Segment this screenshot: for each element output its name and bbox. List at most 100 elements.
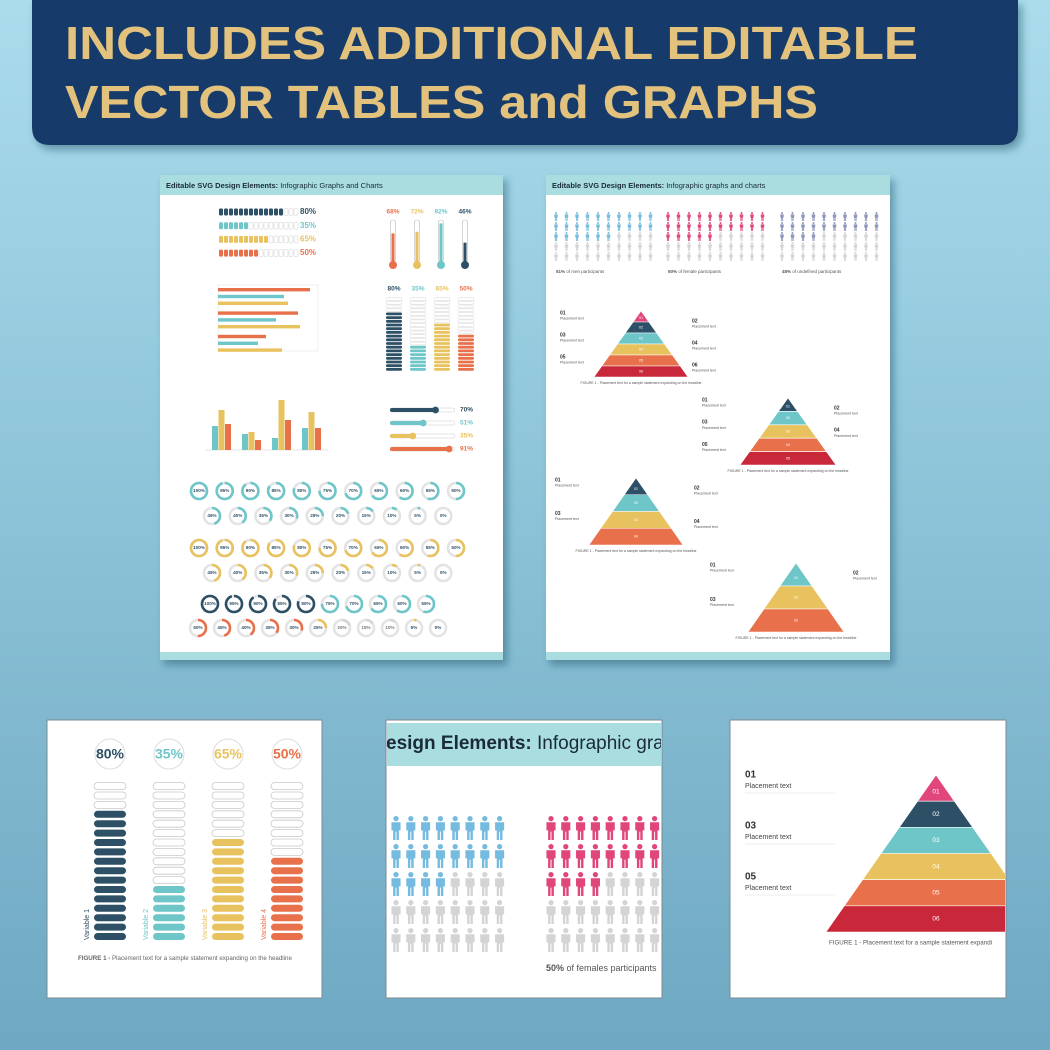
- person-icon: [822, 232, 826, 241]
- column-pill: [153, 895, 185, 903]
- column-pill: [409, 301, 427, 305]
- donut-value: 70%: [349, 601, 358, 606]
- person-icon: [554, 222, 558, 231]
- person-body: [708, 214, 712, 221]
- person-icon: [554, 252, 558, 261]
- progress-pill: [259, 208, 263, 216]
- person-head: [677, 232, 680, 234]
- column-pill: [433, 304, 451, 309]
- column-pill: [94, 895, 126, 903]
- person-icon: [648, 222, 653, 231]
- donut-value: 0%: [440, 513, 447, 518]
- donut-value: 100%: [193, 488, 205, 493]
- person-head: [740, 212, 743, 214]
- person-head: [751, 242, 753, 244]
- person-body: [406, 850, 416, 868]
- column-pill: [94, 829, 126, 837]
- person-head: [482, 928, 488, 934]
- person-icon: [561, 900, 571, 924]
- person-head: [408, 900, 414, 906]
- person-icon: [576, 872, 586, 896]
- chart-bar: [225, 424, 231, 450]
- person-icon: [406, 900, 416, 924]
- person-body: [546, 822, 556, 840]
- person-body: [576, 822, 586, 840]
- person-head: [452, 816, 458, 822]
- progress-pill: [263, 221, 269, 230]
- person-body: [606, 244, 611, 251]
- person-icon: [575, 242, 579, 251]
- thermometer-bulb: [389, 261, 397, 269]
- pyramid-label-num: 02: [694, 485, 700, 491]
- person-body: [627, 254, 632, 261]
- person-body: [822, 254, 826, 261]
- person-icon: [832, 222, 837, 231]
- person-icon: [620, 928, 630, 952]
- person-head: [802, 252, 804, 254]
- person-icon: [635, 816, 645, 840]
- person-icon: [780, 232, 784, 241]
- person-icon: [853, 212, 858, 221]
- donut-value: 80%: [297, 545, 306, 550]
- person-head: [709, 242, 711, 244]
- pyramid-level: 04: [634, 535, 638, 539]
- person-body: [864, 224, 868, 231]
- slider-knob: [419, 419, 427, 427]
- person-head: [452, 872, 458, 878]
- pyramid-level: 01: [794, 576, 798, 580]
- person-head: [719, 212, 722, 214]
- person-head: [467, 928, 473, 934]
- person-body: [729, 244, 733, 251]
- person-head: [781, 222, 783, 224]
- donut-arc: [344, 594, 364, 614]
- person-icon: [790, 232, 795, 241]
- person-icon: [480, 900, 490, 924]
- title: esign Elements: Infographic gra: [386, 733, 664, 754]
- person-icon: [708, 212, 712, 221]
- person-head: [761, 252, 764, 254]
- person-body: [606, 254, 611, 261]
- person-body: [648, 254, 653, 261]
- person-head: [607, 928, 613, 934]
- person-head: [452, 844, 458, 850]
- donut-value: 15%: [361, 625, 370, 630]
- person-body: [811, 254, 816, 261]
- person-icon: [391, 872, 401, 896]
- person-body: [780, 234, 784, 241]
- pyramid-label-text: Placement text: [692, 346, 716, 350]
- person-body: [666, 234, 670, 241]
- pyramid-label-num: 03: [702, 420, 708, 426]
- donut-arc: [420, 538, 440, 558]
- person-body: [864, 254, 868, 261]
- person-body: [697, 234, 702, 241]
- donut-value: 35%: [265, 625, 274, 630]
- person-head: [422, 844, 429, 850]
- person-head: [651, 844, 658, 850]
- donut-arc: [331, 506, 350, 526]
- donut-value: 100%: [193, 545, 205, 550]
- person-body: [780, 244, 784, 251]
- person-icon: [606, 242, 611, 251]
- donut-value: 20%: [336, 570, 345, 575]
- donut-value: 55%: [426, 488, 435, 493]
- zoom-panel: [729, 719, 1007, 999]
- donut-arc: [202, 563, 222, 583]
- column-pill: [409, 319, 427, 323]
- person-body: [853, 224, 858, 231]
- person-head: [823, 212, 825, 214]
- column-pill: [458, 334, 474, 338]
- person-body: [590, 850, 600, 868]
- person-icon: [391, 900, 401, 924]
- person-head: [709, 232, 711, 234]
- person-head: [667, 222, 669, 224]
- person-body: [495, 906, 505, 924]
- person-icon: [627, 252, 632, 261]
- pyramid-label-text: Placement text: [710, 603, 734, 607]
- column-pill: [386, 353, 402, 356]
- slider-value: 91%: [460, 446, 473, 453]
- thermometer-value: 68%: [386, 209, 399, 216]
- person-body: [406, 906, 416, 924]
- donut-value: 50%: [193, 625, 202, 630]
- person-body: [843, 224, 847, 231]
- donut-arc: [318, 538, 337, 558]
